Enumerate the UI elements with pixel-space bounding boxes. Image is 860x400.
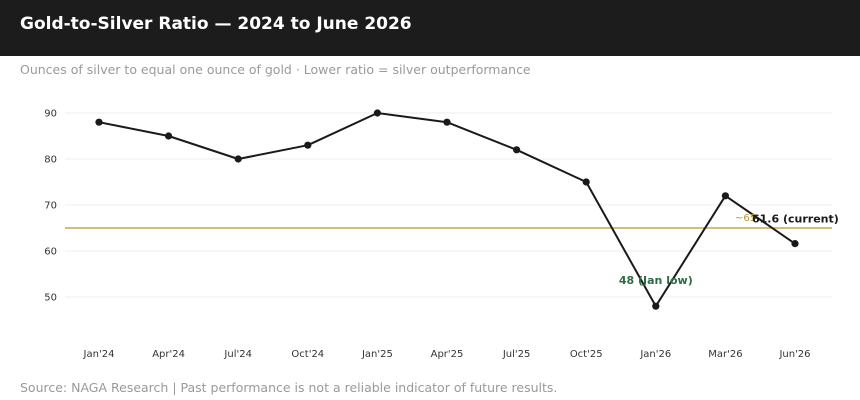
x-tick-label: Jul'24 [223, 349, 252, 360]
chart-subtitle: Ounces of silver to equal one ounce of g… [20, 62, 531, 77]
source-note: Source: NAGA Research | Past performance… [20, 380, 558, 395]
series-layer [95, 109, 799, 310]
annotation-jan-low: 48 (Jan low) [619, 274, 693, 287]
y-tick-label: 90 [44, 109, 57, 120]
x-tick-label: Jan'24 [83, 349, 115, 360]
x-tick-label: Oct'24 [291, 349, 324, 360]
y-tick-label: 50 [44, 293, 57, 304]
x-tick-label: Apr'25 [431, 349, 464, 360]
data-point [95, 118, 103, 126]
y-tick-label: 60 [44, 247, 57, 258]
data-point [443, 118, 451, 126]
data-point [791, 240, 799, 248]
x-tick-label: Jan'26 [639, 349, 671, 360]
x-tick-label: Oct'25 [570, 349, 603, 360]
x-tick-label: Mar'26 [708, 349, 742, 360]
data-point [652, 302, 660, 310]
grid-layer [65, 112, 832, 298]
y-tick-label: 80 [44, 155, 57, 166]
x-tick-label: Apr'24 [152, 349, 185, 360]
data-point [582, 178, 590, 186]
label-layer: 50 60 70 80 90 Jan'24 Apr'24 Jul'24 Oct'24 Jan'25… [44, 109, 839, 361]
data-point [165, 132, 173, 140]
header-bar: Gold-to-Silver Ratio — 2024 to June 2026 [0, 0, 860, 56]
x-tick-label: Jul'25 [502, 349, 531, 360]
data-point [513, 146, 521, 154]
data-point [721, 192, 730, 200]
chart-title: Gold-to-Silver Ratio — 2024 to June 2026 [20, 14, 412, 34]
data-point [234, 155, 242, 163]
annotation-current: 61.6 (current) [752, 213, 839, 226]
data-point [304, 141, 312, 149]
reference-line-label: ~65 [735, 213, 756, 224]
x-tick-label: Jan'25 [361, 349, 393, 360]
data-point [373, 109, 381, 117]
x-tick-label: Jun'26 [778, 349, 810, 360]
y-tick-label: 70 [44, 201, 57, 212]
